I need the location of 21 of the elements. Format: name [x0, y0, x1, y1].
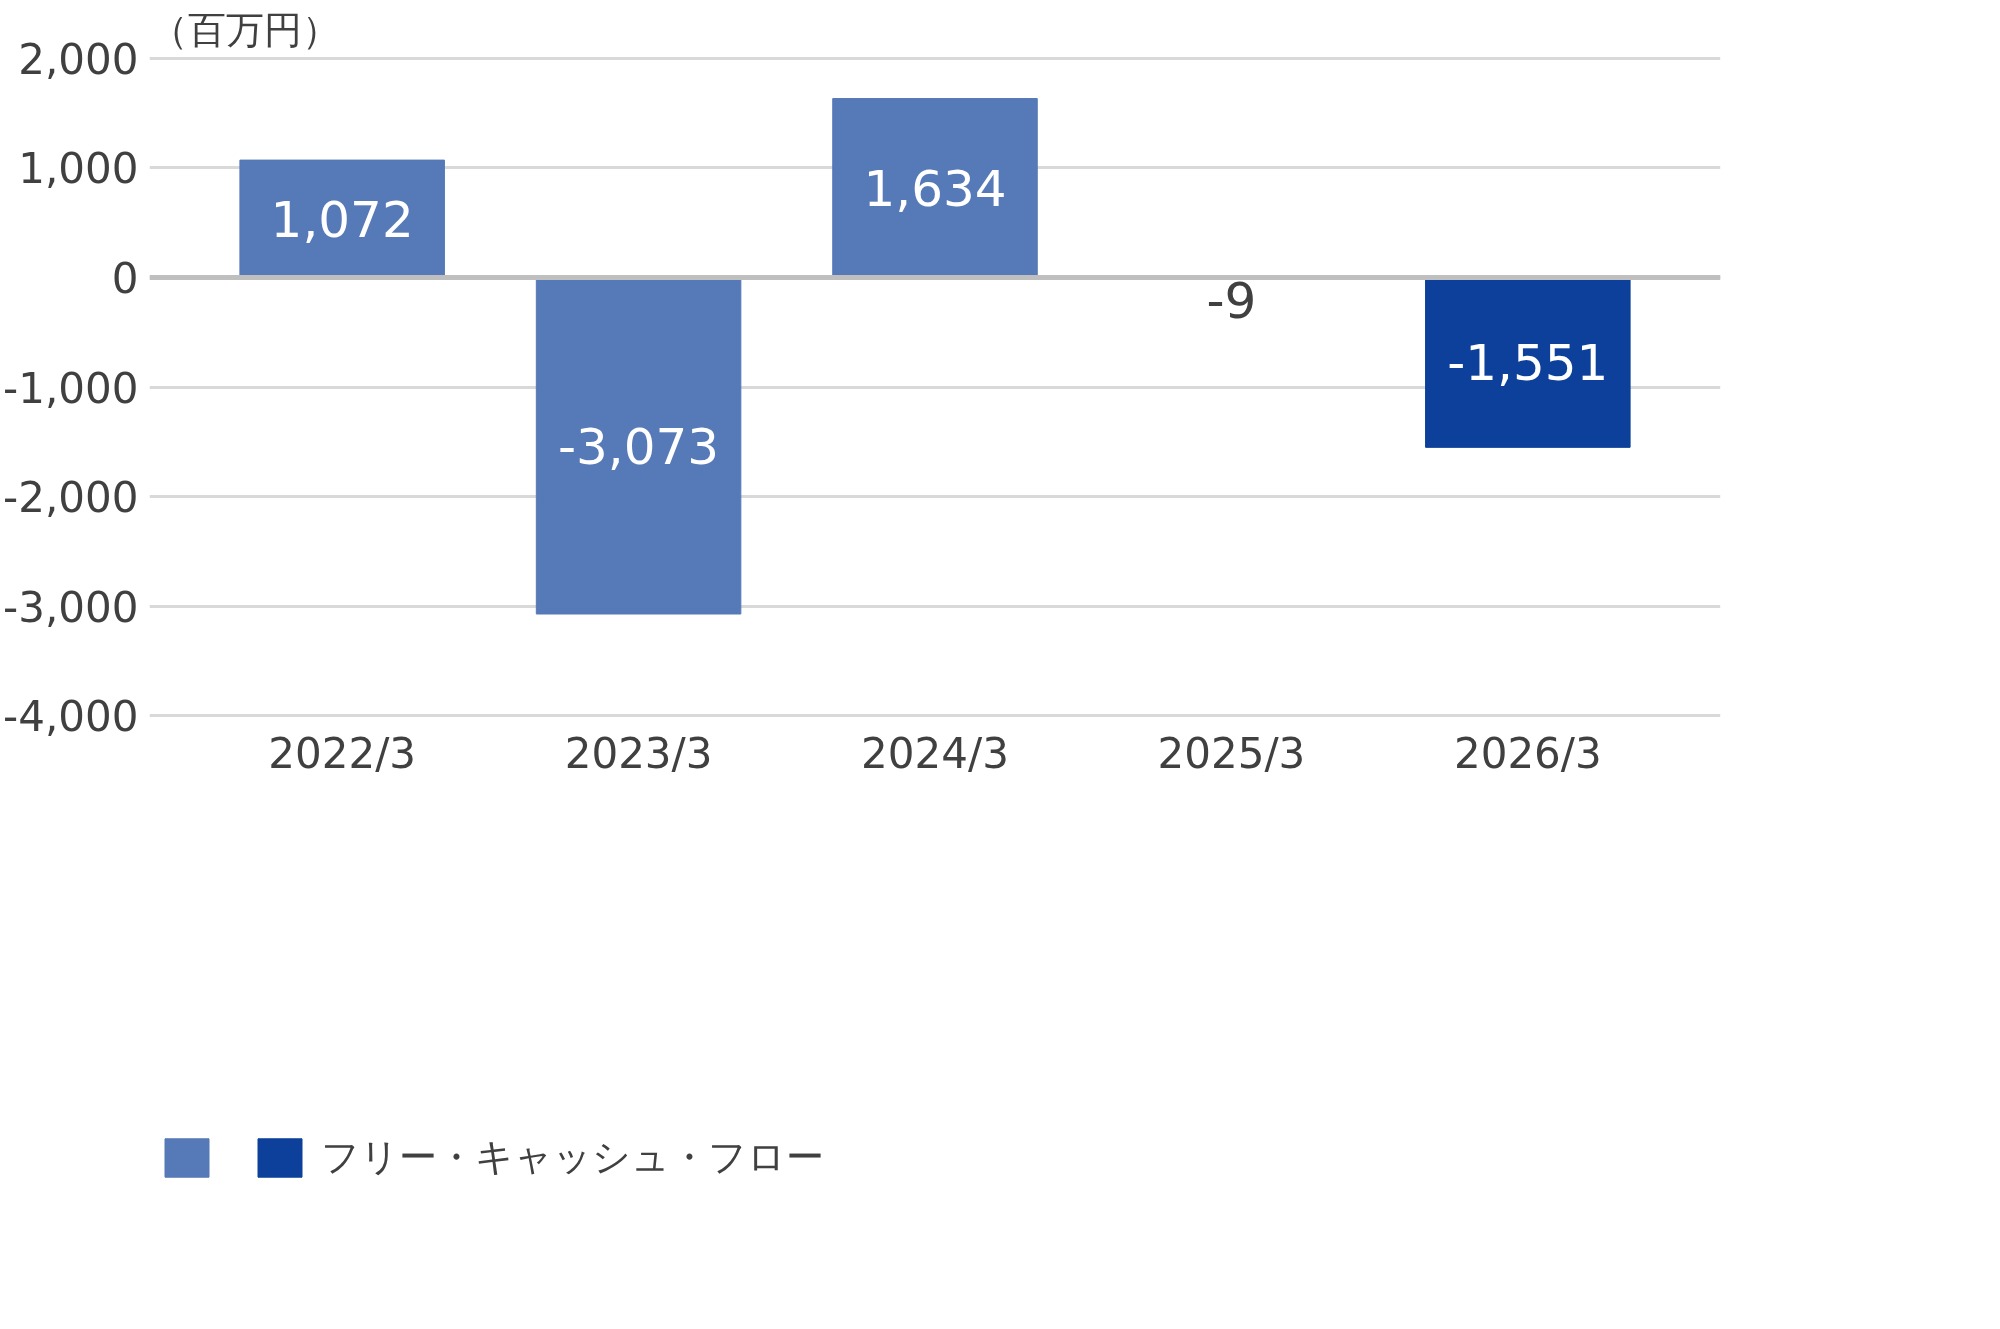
y-axis-title: （百万円） — [149, 7, 340, 52]
data-label: -9 — [1206, 271, 1257, 330]
y-tick-label: -1,000 — [3, 363, 139, 413]
x-tick-label: 2025/3 — [1157, 728, 1306, 778]
bar — [239, 159, 445, 278]
y-tick-label: -4,000 — [3, 692, 139, 742]
y-tick-label: -2,000 — [3, 473, 139, 523]
x-tick-label: 2023/3 — [564, 728, 713, 778]
data-label: -1,551 — [1447, 334, 1609, 393]
y-tick-label: 0 — [111, 253, 139, 303]
data-label: -3,073 — [557, 417, 720, 476]
x-tick-label: 2022/3 — [268, 728, 417, 778]
x-tick-label: 2024/3 — [861, 728, 1009, 778]
data-label: 1,634 — [863, 160, 1007, 219]
y-tick-label: 2,000 — [18, 34, 139, 84]
data-label: 1,072 — [270, 190, 414, 249]
x-tick-label: 2026/3 — [1453, 728, 1602, 778]
y-tick-label: 1,000 — [18, 144, 139, 194]
legend-label: フリー・キャッシュ・フロー — [321, 1133, 824, 1181]
y-tick-label: -3,000 — [3, 582, 139, 632]
bar — [832, 98, 1038, 278]
